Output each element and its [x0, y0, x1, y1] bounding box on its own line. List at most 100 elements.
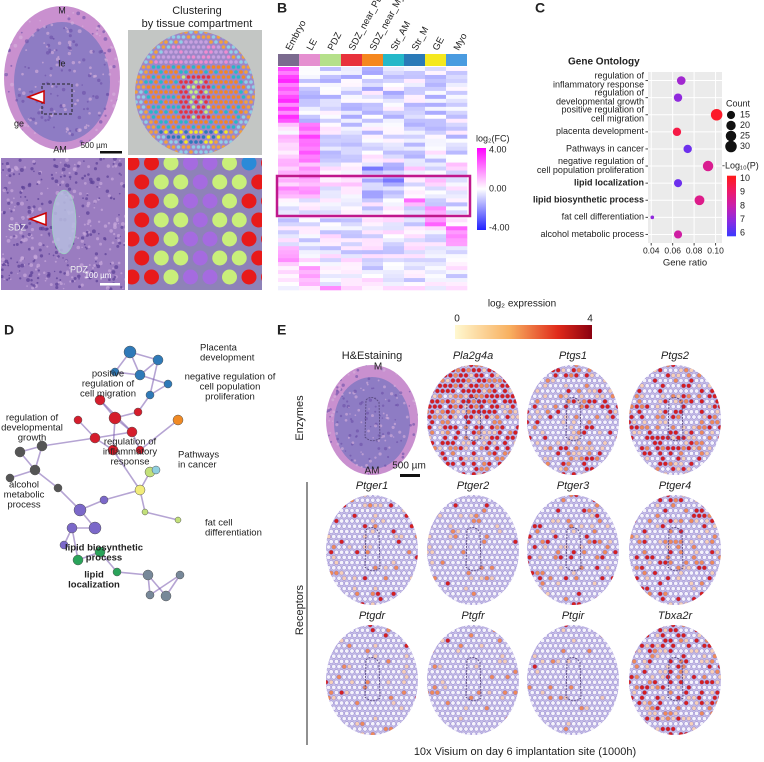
spot: [564, 363, 568, 367]
spot: [451, 399, 455, 403]
heat-cell: [404, 286, 425, 290]
spot: [378, 597, 382, 601]
spot: [435, 451, 439, 455]
spot: [650, 456, 654, 460]
spot: [666, 384, 670, 388]
spot: [551, 472, 555, 476]
texture: [331, 414, 334, 417]
spot: [459, 363, 463, 367]
network-label: development: [200, 353, 255, 364]
texture: [48, 49, 51, 52]
spot: [430, 399, 434, 403]
legend-size: [726, 121, 735, 130]
spot: [169, 140, 173, 144]
spot: [697, 514, 701, 518]
spot: [655, 446, 659, 450]
spot: [451, 498, 455, 502]
heat-cell: [362, 222, 383, 226]
heat-cell: [446, 163, 467, 167]
texture: [123, 244, 125, 246]
spot: [511, 493, 515, 497]
heat-cell: [383, 194, 404, 198]
spot: [202, 145, 206, 149]
spot: [655, 425, 659, 429]
spot: [415, 555, 419, 559]
spot: [443, 446, 447, 450]
spot: [613, 430, 617, 434]
texture: [2, 169, 4, 171]
spot: [207, 75, 211, 79]
spot: [202, 115, 206, 119]
spot: [472, 550, 476, 554]
spot: [425, 571, 429, 575]
heat-cell: [362, 282, 383, 286]
spot: [508, 498, 512, 502]
spot: [244, 120, 248, 124]
heat-cell: [404, 131, 425, 135]
texture: [384, 447, 387, 450]
texture: [21, 190, 23, 192]
network-node: [146, 591, 154, 599]
spatial-plot: [523, 360, 623, 480]
spot: [207, 45, 211, 49]
spot: [548, 425, 552, 429]
texture: [96, 177, 100, 181]
heat-cell: [341, 282, 362, 286]
spot: [572, 540, 576, 544]
annotation: M: [374, 362, 382, 373]
spot: [214, 140, 218, 144]
spot: [358, 597, 362, 601]
spot: [653, 529, 657, 533]
spot: [194, 50, 198, 54]
spot: [611, 467, 615, 471]
texture: [413, 384, 416, 387]
heat-cell: [446, 206, 467, 210]
spot: [391, 550, 395, 554]
spot: [635, 394, 639, 398]
spot: [579, 576, 583, 580]
spot: [386, 560, 390, 564]
spot: [378, 576, 382, 580]
heat-cell: [425, 262, 446, 266]
spot: [477, 451, 481, 455]
spot: [505, 446, 509, 450]
spot: [474, 384, 478, 388]
spot: [440, 592, 444, 596]
texture: [2, 253, 4, 255]
spot: [556, 581, 560, 585]
spot: [182, 45, 186, 49]
heat-cell: [299, 238, 320, 242]
spot: [569, 555, 573, 559]
spot: [508, 540, 512, 544]
spot: [613, 529, 617, 533]
spot: [525, 472, 529, 476]
texture: [107, 49, 111, 53]
spot: [242, 95, 246, 99]
spot: [632, 519, 636, 523]
spot: [477, 602, 481, 606]
spot: [676, 493, 680, 497]
spot: [192, 45, 196, 49]
spot: [661, 514, 665, 518]
spot: [632, 410, 636, 414]
heat-cell: [383, 230, 404, 234]
spot: [513, 519, 517, 523]
spot: [197, 85, 201, 89]
texture: [34, 122, 37, 125]
spot: [472, 462, 476, 466]
spot: [234, 60, 238, 64]
spot: [705, 508, 709, 512]
spot: [415, 534, 419, 538]
spot: [184, 110, 188, 114]
spot: [513, 368, 517, 372]
spot: [149, 120, 153, 124]
texture: [71, 21, 74, 24]
spot: [149, 130, 153, 134]
spot: [535, 399, 539, 403]
spot: [247, 95, 251, 99]
texture: [87, 165, 90, 168]
spot: [464, 415, 468, 419]
spot: [384, 534, 388, 538]
spot: [513, 592, 517, 596]
